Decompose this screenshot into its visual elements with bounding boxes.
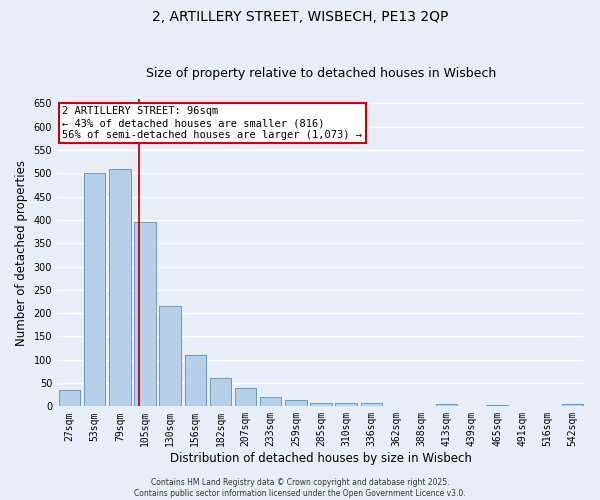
Bar — [84, 174, 106, 406]
Text: 2, ARTILLERY STREET, WISBECH, PE13 2QP: 2, ARTILLERY STREET, WISBECH, PE13 2QP — [152, 10, 448, 24]
Bar — [285, 400, 307, 406]
Bar — [185, 355, 206, 406]
Text: Contains HM Land Registry data © Crown copyright and database right 2025.
Contai: Contains HM Land Registry data © Crown c… — [134, 478, 466, 498]
Bar — [109, 168, 131, 406]
X-axis label: Distribution of detached houses by size in Wisbech: Distribution of detached houses by size … — [170, 452, 472, 465]
Bar — [134, 222, 156, 406]
Text: 2 ARTILLERY STREET: 96sqm
← 43% of detached houses are smaller (816)
56% of semi: 2 ARTILLERY STREET: 96sqm ← 43% of detac… — [62, 106, 362, 140]
Title: Size of property relative to detached houses in Wisbech: Size of property relative to detached ho… — [146, 66, 496, 80]
Bar — [361, 402, 382, 406]
Bar — [562, 404, 583, 406]
Y-axis label: Number of detached properties: Number of detached properties — [15, 160, 28, 346]
Bar — [235, 388, 256, 406]
Bar — [160, 306, 181, 406]
Bar — [335, 402, 357, 406]
Bar — [59, 390, 80, 406]
Bar — [436, 404, 457, 406]
Bar — [210, 378, 231, 406]
Bar — [260, 397, 281, 406]
Bar — [310, 402, 332, 406]
